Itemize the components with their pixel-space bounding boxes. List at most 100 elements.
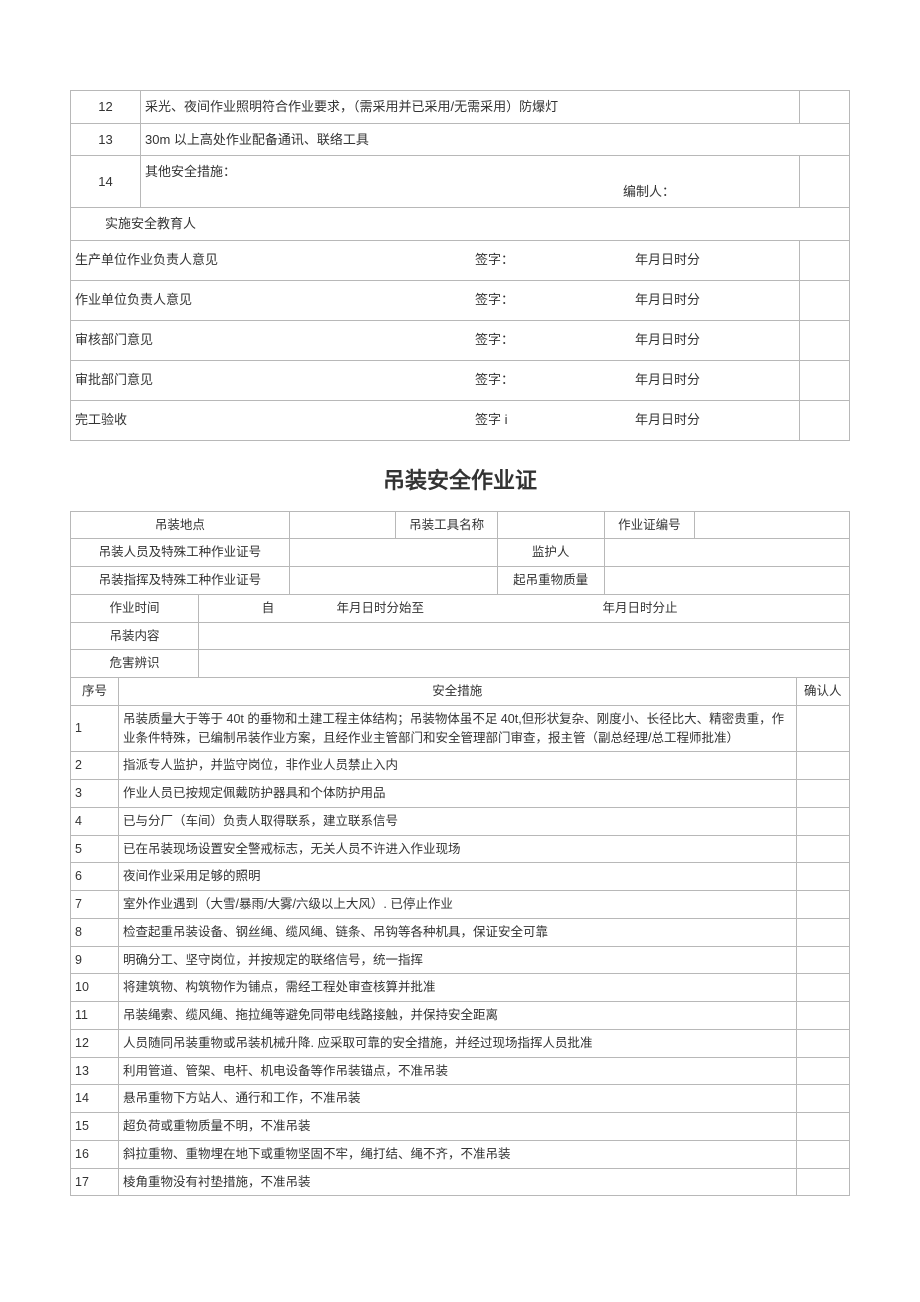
- blank-cell: [289, 567, 497, 595]
- confirm-cell: [800, 91, 850, 124]
- confirm-cell: [796, 705, 849, 752]
- table-row: 6 夜间作业采用足够的照明: [71, 863, 850, 891]
- row-text: 斜拉重物、重物埋在地下或重物坚固不牢，绳打结、绳不齐，不准吊装: [119, 1140, 797, 1168]
- preparer-label: 编制人：: [145, 182, 795, 202]
- blank-cell: [289, 539, 497, 567]
- blank-cell: [199, 622, 850, 650]
- worktime-value: 自 年月日时分始至 年月日时分止: [199, 594, 850, 622]
- row-number: 13: [71, 1057, 119, 1085]
- hazard-label: 危害辨识: [71, 650, 199, 678]
- row-number: 10: [71, 974, 119, 1002]
- row-number: 1: [71, 705, 119, 752]
- row-text: 夜间作业采用足够的照明: [119, 863, 797, 891]
- table-row: 13 利用管道、管架、电杆、机电设备等作吊装锚点，不准吊装: [71, 1057, 850, 1085]
- col-number: 序号: [71, 678, 119, 706]
- table-row: 5 已在吊装现场设置安全警戒标志，无关人员不许进入作业现场: [71, 835, 850, 863]
- confirm-cell: [796, 891, 849, 919]
- row-number: 17: [71, 1168, 119, 1196]
- table-row: 17 棱角重物没有衬垫措施，不准吊装: [71, 1168, 850, 1196]
- sig-sign: 签字 i: [475, 410, 635, 430]
- confirm-cell: [800, 360, 850, 400]
- confirm-cell: [800, 400, 850, 440]
- blank-cell: [604, 539, 849, 567]
- commander-label: 吊装指挥及特殊工种作业证号: [71, 567, 290, 595]
- table-row: 12 采光、夜间作业照明符合作业要求，（需采用并已采用/无需采用）防爆灯: [71, 91, 850, 124]
- row-text: 利用管道、管架、电杆、机电设备等作吊装锚点，不准吊装: [119, 1057, 797, 1085]
- row-number: 2: [71, 752, 119, 780]
- personnel-label: 吊装人员及特殊工种作业证号: [71, 539, 290, 567]
- signature-row: 完工验收 签字 i 年月日时分: [71, 400, 850, 440]
- table-row: 11 吊装绳索、缆风绳、拖拉绳等避免同带电线路接触，并保持安全距离: [71, 1002, 850, 1030]
- table-row: 2 指派专人监护，并监守岗位，非作业人员禁止入内: [71, 752, 850, 780]
- confirm-cell: [796, 1002, 849, 1030]
- row-number: 3: [71, 780, 119, 808]
- confirm-cell: [796, 1113, 849, 1141]
- confirm-cell: [796, 1029, 849, 1057]
- sig-label: 审批部门意见: [75, 370, 475, 390]
- blank-cell: [497, 511, 604, 539]
- tool-name-label: 吊装工具名称: [396, 511, 497, 539]
- start-date: 年月日时分始至: [337, 599, 537, 618]
- header-row: 危害辨识: [71, 650, 850, 678]
- table-row: 14 悬吊重物下方站人、通行和工作，不准吊装: [71, 1085, 850, 1113]
- table-row: 4 已与分厂（车间）负责人取得联系，建立联系信号: [71, 807, 850, 835]
- sig-date: 年月日时分: [635, 250, 795, 270]
- table-row: 9 明确分工、坚守岗位，并按规定的联络信号，统一指挥: [71, 946, 850, 974]
- header-row: 作业时间 自 年月日时分始至 年月日时分止: [71, 594, 850, 622]
- row-text: 已与分厂（车间）负责人取得联系，建立联系信号: [119, 807, 797, 835]
- row-number: 12: [71, 1029, 119, 1057]
- table-row: 13 30m 以上高处作业配备通讯、联络工具: [71, 123, 850, 156]
- confirm-cell: [796, 1140, 849, 1168]
- row-text: 将建筑物、构筑物作为铺点，需经工程处审查核算并批准: [119, 974, 797, 1002]
- page-title: 吊装安全作业证: [70, 463, 850, 495]
- row-text: 采光、夜间作业照明符合作业要求，（需采用并已采用/无需采用）防爆灯: [141, 91, 800, 124]
- sig-label: 生产单位作业负责人意见: [75, 250, 475, 270]
- col-measure: 安全措施: [119, 678, 797, 706]
- signature-row: 审批部门意见 签字： 年月日时分: [71, 360, 850, 400]
- header-row: 吊装地点 吊装工具名称 作业证编号: [71, 511, 850, 539]
- worktime-label: 作业时间: [71, 594, 199, 622]
- confirm-cell: [796, 1057, 849, 1085]
- row-text: 吊装质量大于等于 40t 的垂物和土建工程主体结构；吊装物体虽不足 40t,但形…: [119, 705, 797, 752]
- sig-sign: 签字：: [475, 330, 635, 350]
- row-number: 6: [71, 863, 119, 891]
- row-text: 棱角重物没有衬垫措施，不准吊装: [119, 1168, 797, 1196]
- header-row: 吊装人员及特殊工种作业证号 监护人: [71, 539, 850, 567]
- confirm-cell: [796, 807, 849, 835]
- location-label: 吊装地点: [71, 511, 290, 539]
- other-measures-label: 其他安全措施：: [145, 162, 795, 182]
- mass-label: 起吊重物质量: [497, 567, 604, 595]
- confirm-cell: [796, 1168, 849, 1196]
- confirm-cell: [796, 752, 849, 780]
- signature-row: 作业单位负责人意见 签字： 年月日时分: [71, 280, 850, 320]
- content-label: 吊装内容: [71, 622, 199, 650]
- table-row: 7 室外作业遇到（大雪/暴雨/大雾/六级以上大风）. 已停止作业: [71, 891, 850, 919]
- row-text: 其他安全措施： 编制人：: [141, 156, 800, 208]
- confirm-cell: [796, 918, 849, 946]
- guardian-label: 监护人: [497, 539, 604, 567]
- table-row: 10 将建筑物、构筑物作为铺点，需经工程处审查核算并批准: [71, 974, 850, 1002]
- row-number: 16: [71, 1140, 119, 1168]
- row-text: 指派专人监护，并监守岗位，非作业人员禁止入内: [119, 752, 797, 780]
- row-text: 吊装绳索、缆风绳、拖拉绳等避免同带电线路接触，并保持安全距离: [119, 1002, 797, 1030]
- row-number: 11: [71, 1002, 119, 1030]
- signature-row: 审核部门意见 签字： 年月日时分: [71, 320, 850, 360]
- row-number: 9: [71, 946, 119, 974]
- row-number: 15: [71, 1113, 119, 1141]
- blank-cell: [604, 567, 849, 595]
- row-number: 12: [71, 91, 141, 124]
- confirm-cell: [800, 240, 850, 280]
- row-text: 检查起重吊装设备、钢丝绳、缆风绳、链条、吊钩等各种机具，保证安全可靠: [119, 918, 797, 946]
- header-row: 吊装指挥及特殊工种作业证号 起吊重物质量: [71, 567, 850, 595]
- hoisting-permit-table: 吊装地点 吊装工具名称 作业证编号 吊装人员及特殊工种作业证号 监护人 吊装指挥…: [70, 511, 850, 1197]
- row-number: 13: [71, 123, 141, 156]
- row-number: 5: [71, 835, 119, 863]
- sig-sign: 签字：: [475, 250, 635, 270]
- row-number: 7: [71, 891, 119, 919]
- column-header-row: 序号 安全措施 确认人: [71, 678, 850, 706]
- row-text: 室外作业遇到（大雪/暴雨/大雾/六级以上大风）. 已停止作业: [119, 891, 797, 919]
- confirm-cell: [800, 320, 850, 360]
- confirm-cell: [796, 1085, 849, 1113]
- col-confirm: 确认人: [796, 678, 849, 706]
- safety-measures-table: 12 采光、夜间作业照明符合作业要求，（需采用并已采用/无需采用）防爆灯 13 …: [70, 90, 850, 441]
